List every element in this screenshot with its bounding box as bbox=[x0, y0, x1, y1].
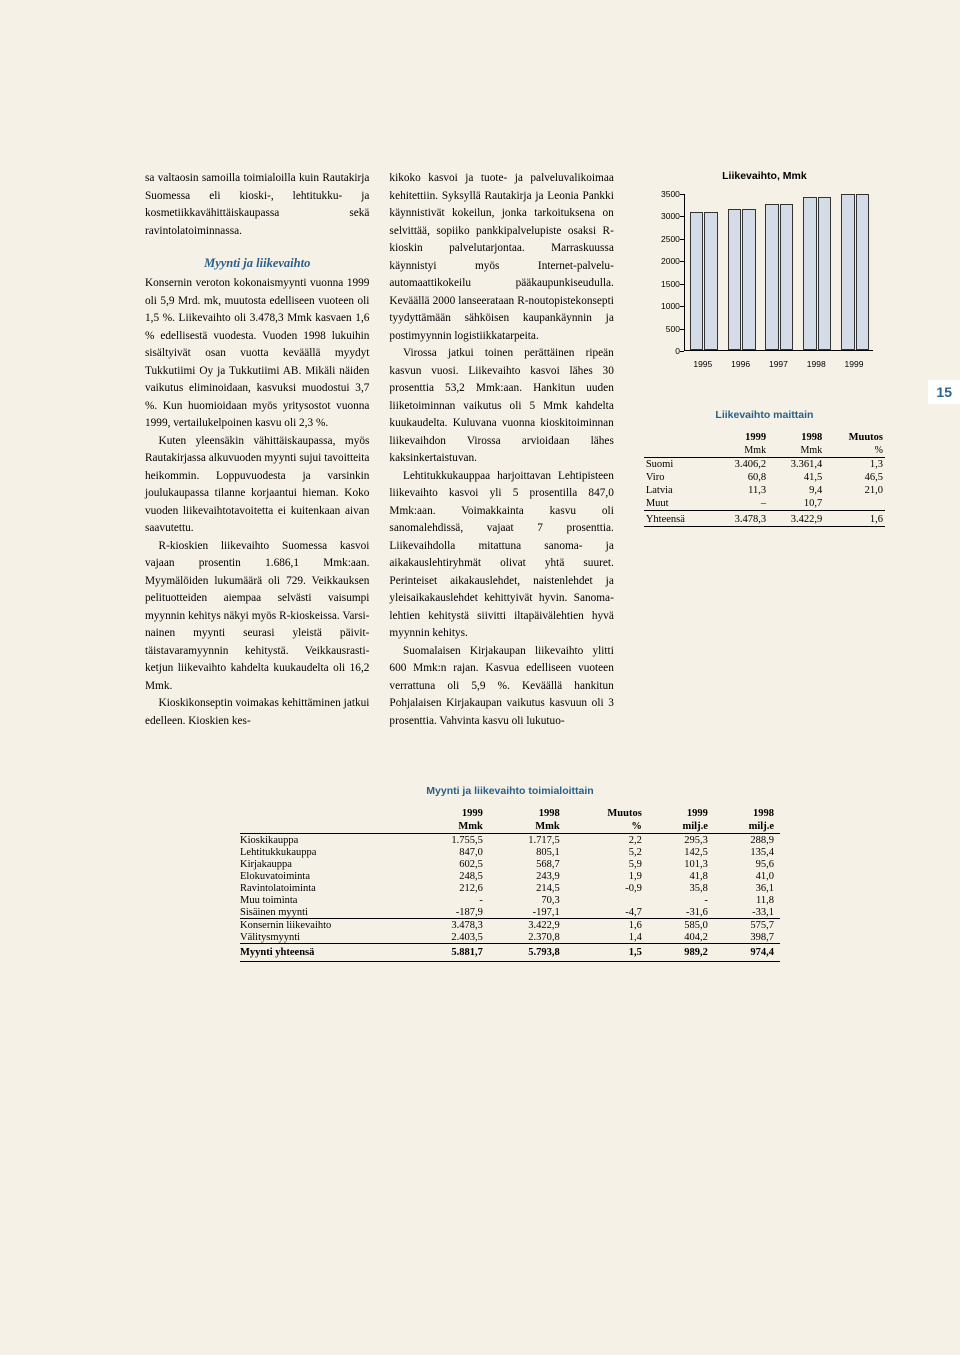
bar bbox=[841, 194, 855, 350]
bar-group bbox=[765, 204, 793, 350]
paragraph: Konsernin veroton kokonaismyynti vuonna … bbox=[145, 275, 369, 433]
sidebar-column: Liikevaihto, Mmk 0 500 1000 1500 2000 2500 300… bbox=[644, 170, 885, 730]
section-heading: Myynti ja liikevaihto bbox=[145, 254, 369, 273]
y-tick-label: 3000 bbox=[652, 211, 680, 221]
y-tick-label: 500 bbox=[652, 324, 680, 334]
paragraph: Kioskikonseptin voimakas kehit­täminen j… bbox=[145, 695, 369, 730]
y-tick-label: 0 bbox=[652, 346, 680, 356]
country-table: 19991998MuutosMmkMmk%Suomi3.406,23.361,4… bbox=[644, 431, 885, 527]
bar-group bbox=[841, 194, 869, 350]
chart-title: Liikevaihto, Mmk bbox=[644, 170, 885, 182]
bar bbox=[742, 209, 756, 350]
text-column-2: kikoko kasvoi ja tuote- ja palveluvali­k… bbox=[389, 170, 613, 730]
y-tick-label: 3500 bbox=[652, 189, 680, 199]
page-number: 15 bbox=[928, 380, 960, 404]
x-tick-label: 1995 bbox=[693, 359, 712, 369]
bar bbox=[704, 212, 718, 350]
bar-chart: 0500100015002000250030003500199519961997… bbox=[652, 194, 877, 369]
paragraph: sa valtaosin samoilla toimialoilla kuin … bbox=[145, 170, 369, 240]
bar bbox=[803, 197, 817, 350]
bar bbox=[690, 212, 704, 350]
x-tick-label: 1998 bbox=[807, 359, 826, 369]
x-tick-label: 1997 bbox=[769, 359, 788, 369]
table-title: Liikevaihto maittain bbox=[644, 409, 885, 421]
bar bbox=[818, 197, 832, 350]
y-tick-label: 2000 bbox=[652, 256, 680, 266]
bar bbox=[780, 204, 794, 350]
segment-table-wrap: Myynti ja liikevaihto toimialoittain 199… bbox=[240, 785, 780, 962]
text-column-1: sa valtaosin samoilla toimialoilla kuin … bbox=[145, 170, 369, 730]
table-title: Myynti ja liikevaihto toimialoittain bbox=[240, 785, 780, 797]
paragraph: kikoko kasvoi ja tuote- ja palveluvali­k… bbox=[389, 170, 613, 345]
segment-table: 19991998Muutos19991998MmkMmk%milj.emilj.… bbox=[240, 807, 780, 962]
x-tick-label: 1996 bbox=[731, 359, 750, 369]
bar bbox=[856, 194, 870, 350]
y-tick-label: 1500 bbox=[652, 279, 680, 289]
y-tick-label: 2500 bbox=[652, 234, 680, 244]
paragraph: Kuten yleensäkin vähittäiskau­passa, myö… bbox=[145, 433, 369, 538]
paragraph: Virossa jatkui toinen perättäinen ripeän… bbox=[389, 345, 613, 468]
paragraph: Lehtitukkukauppaa harjoittavan Lehtipist… bbox=[389, 468, 613, 643]
bar-group bbox=[803, 197, 831, 350]
paragraph: R-kioskien liikevaihto Suomessa kasvoi v… bbox=[145, 538, 369, 696]
bar-group bbox=[690, 212, 718, 350]
x-tick-label: 1999 bbox=[845, 359, 864, 369]
y-tick-label: 1000 bbox=[652, 301, 680, 311]
bar bbox=[728, 209, 742, 350]
bar bbox=[765, 204, 779, 350]
paragraph: Suomalaisen Kirjakaupan liike­vaihto yli… bbox=[389, 643, 613, 731]
bar-group bbox=[728, 209, 756, 350]
main-content: sa valtaosin samoilla toimialoilla kuin … bbox=[145, 170, 885, 730]
